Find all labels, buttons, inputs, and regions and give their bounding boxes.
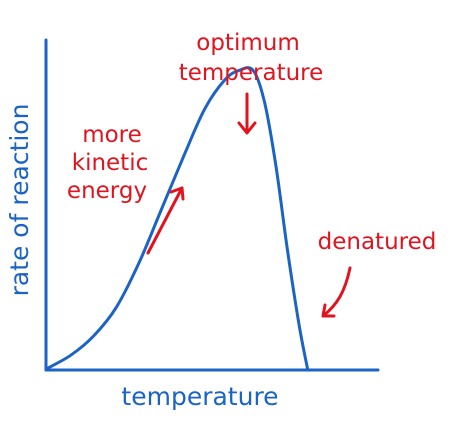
annotation-denatured-arrow — [321, 266, 352, 318]
annotation-optimum-arrow — [237, 92, 257, 135]
x-axis-label: temperature — [121, 382, 278, 411]
annotation-kinetic-line-1: more — [82, 122, 142, 148]
annotation-kinetic: more kinetic energy — [67, 122, 185, 255]
annotation-kinetic-line-2: kinetic — [72, 150, 149, 176]
annotation-optimum: optimum temperature — [179, 30, 324, 135]
rate-curve — [46, 66, 309, 370]
annotation-kinetic-arrow — [146, 186, 185, 255]
annotation-denatured-line-1: denatured — [318, 229, 437, 255]
annotation-denatured: denatured — [318, 229, 437, 318]
y-axis-label: rate of reaction — [5, 104, 34, 297]
annotation-optimum-line-2: temperature — [179, 60, 324, 86]
annotation-kinetic-line-3: energy — [67, 178, 147, 204]
annotation-optimum-line-1: optimum — [196, 30, 299, 56]
